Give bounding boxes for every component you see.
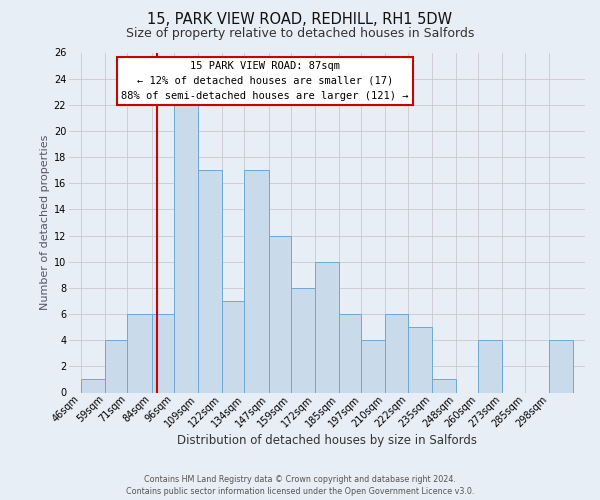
Text: Size of property relative to detached houses in Salfords: Size of property relative to detached ho…: [126, 28, 474, 40]
Y-axis label: Number of detached properties: Number of detached properties: [40, 135, 50, 310]
Bar: [81, 380, 105, 392]
Bar: [152, 314, 174, 392]
Text: Contains HM Land Registry data © Crown copyright and database right 2024.
Contai: Contains HM Land Registry data © Crown c…: [126, 474, 474, 496]
Bar: [269, 236, 291, 392]
Bar: [549, 340, 573, 392]
Text: 15 PARK VIEW ROAD: 87sqm
← 12% of detached houses are smaller (17)
88% of semi-d: 15 PARK VIEW ROAD: 87sqm ← 12% of detach…: [121, 61, 409, 100]
Bar: [105, 340, 127, 392]
Bar: [478, 340, 502, 392]
Bar: [361, 340, 385, 392]
Bar: [174, 105, 198, 393]
Bar: [198, 170, 222, 392]
Bar: [127, 314, 152, 392]
Bar: [244, 170, 269, 392]
Bar: [432, 380, 456, 392]
Bar: [222, 301, 244, 392]
X-axis label: Distribution of detached houses by size in Salfords: Distribution of detached houses by size …: [177, 434, 477, 448]
Bar: [291, 288, 315, 393]
Bar: [408, 327, 432, 392]
Bar: [339, 314, 361, 392]
Bar: [315, 262, 339, 392]
Bar: [385, 314, 408, 392]
Text: 15, PARK VIEW ROAD, REDHILL, RH1 5DW: 15, PARK VIEW ROAD, REDHILL, RH1 5DW: [148, 12, 452, 28]
